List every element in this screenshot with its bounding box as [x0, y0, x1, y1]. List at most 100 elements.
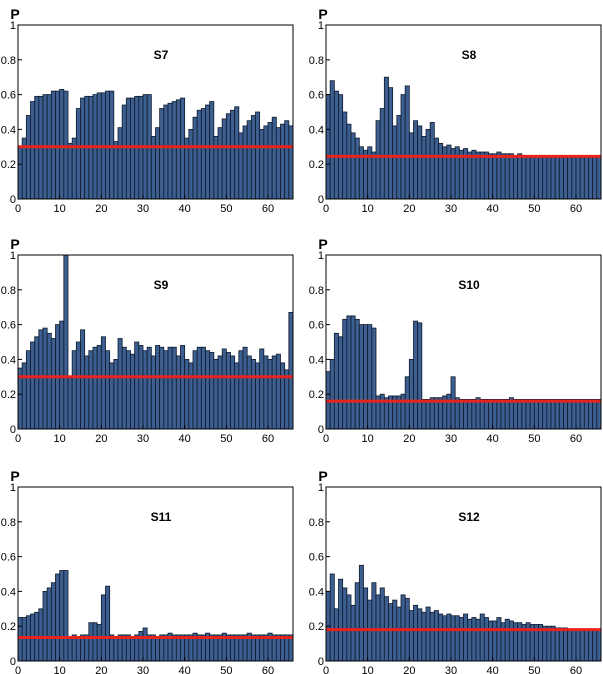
x-tick-label: 10: [362, 665, 374, 674]
bar: [421, 135, 427, 200]
bar: [554, 399, 560, 430]
bar: [271, 116, 277, 200]
bar: [475, 151, 481, 200]
bar: [325, 94, 331, 200]
bar: [408, 358, 414, 430]
bar: [542, 399, 548, 430]
x-tick-label: 40: [487, 203, 499, 215]
bar: [196, 109, 202, 200]
x-tick-label: 10: [54, 203, 66, 215]
bar: [521, 155, 527, 200]
bar: [105, 585, 111, 662]
bar: [400, 594, 406, 662]
bar: [571, 629, 577, 662]
bar: [504, 399, 510, 430]
bar: [225, 352, 231, 430]
bar: [350, 604, 356, 662]
bar: [21, 362, 27, 430]
bar: [100, 336, 106, 430]
y-tick-label: 0.8: [309, 285, 324, 297]
bar: [554, 627, 560, 662]
y-axis-label: P: [10, 6, 19, 22]
bar: [467, 399, 473, 430]
bar: [567, 629, 573, 662]
bar: [417, 125, 423, 200]
y-tick-label: 0.4: [1, 124, 16, 136]
subplot-s10: 0 10 20 30 40 50 60 0 0.2 0.4 0.6 0.8 1P S10: [309, 236, 602, 445]
bar: [367, 324, 373, 430]
bar: [588, 399, 594, 430]
bar: [379, 108, 385, 200]
bar: [388, 603, 394, 662]
bar: [234, 362, 240, 430]
bar: [592, 629, 598, 662]
bar: [575, 156, 581, 200]
plot-border: [325, 254, 602, 430]
bar: [463, 399, 469, 430]
bar: [84, 355, 90, 430]
y-tick-label: 0: [318, 656, 324, 668]
x-tick-label: 60: [570, 203, 582, 215]
bar: [75, 108, 81, 200]
bar: [30, 101, 36, 200]
bar: [338, 94, 344, 200]
bar: [75, 341, 81, 430]
bar: [375, 594, 381, 662]
bar: [558, 399, 564, 430]
y-tick-label: 0.4: [309, 586, 324, 598]
bar: [563, 627, 569, 662]
bar: [492, 620, 498, 662]
x-tick-label: 0: [15, 665, 21, 674]
bar: [329, 573, 335, 662]
bar: [63, 90, 69, 200]
plot-border: [325, 24, 602, 200]
bar: [30, 341, 36, 430]
bar: [529, 155, 535, 200]
bar: [354, 582, 360, 662]
bar: [288, 125, 294, 200]
bar: [225, 113, 231, 200]
bar: [483, 151, 489, 200]
bar: [142, 350, 148, 430]
y-tick-label: 0.6: [309, 320, 324, 332]
bar: [575, 629, 581, 662]
bar: [113, 141, 119, 200]
x-tick-label: 50: [220, 433, 232, 445]
bar: [546, 155, 552, 200]
y-tick-label: 0.2: [309, 621, 324, 633]
x-tick-label: 10: [54, 433, 66, 445]
bar: [579, 156, 585, 200]
bar: [263, 355, 269, 430]
bar: [209, 101, 215, 200]
bar: [413, 320, 419, 430]
bar: [558, 627, 564, 662]
bar: [438, 613, 444, 662]
y-tick-label: 0: [318, 424, 324, 436]
bar: [358, 564, 364, 662]
x-tick-label: 0: [15, 203, 21, 215]
bar: [500, 153, 506, 200]
bar: [342, 587, 348, 662]
x-tick-label: 20: [95, 203, 107, 215]
bar: [230, 355, 236, 430]
bar: [271, 355, 277, 430]
bar: [130, 353, 136, 430]
plot-border: [17, 254, 294, 430]
bar: [400, 94, 406, 200]
y-tick-label: 0.6: [1, 90, 16, 102]
bar: [59, 88, 65, 200]
x-tick-label: 0: [15, 433, 21, 445]
plot-border: [325, 486, 602, 662]
bar: [67, 376, 73, 430]
bar: [329, 80, 335, 200]
bar: [67, 142, 73, 200]
bar: [92, 346, 98, 430]
bar: [346, 315, 352, 430]
bar: [113, 358, 119, 430]
bar: [350, 315, 356, 430]
subplot-s12: 0 10 20 30 40 50 60 0 0.2 0.4 0.6 0.8 1P S12: [309, 468, 602, 674]
bar: [155, 636, 161, 662]
bar: [429, 611, 435, 662]
bar: [429, 122, 435, 200]
bar: [221, 348, 227, 430]
